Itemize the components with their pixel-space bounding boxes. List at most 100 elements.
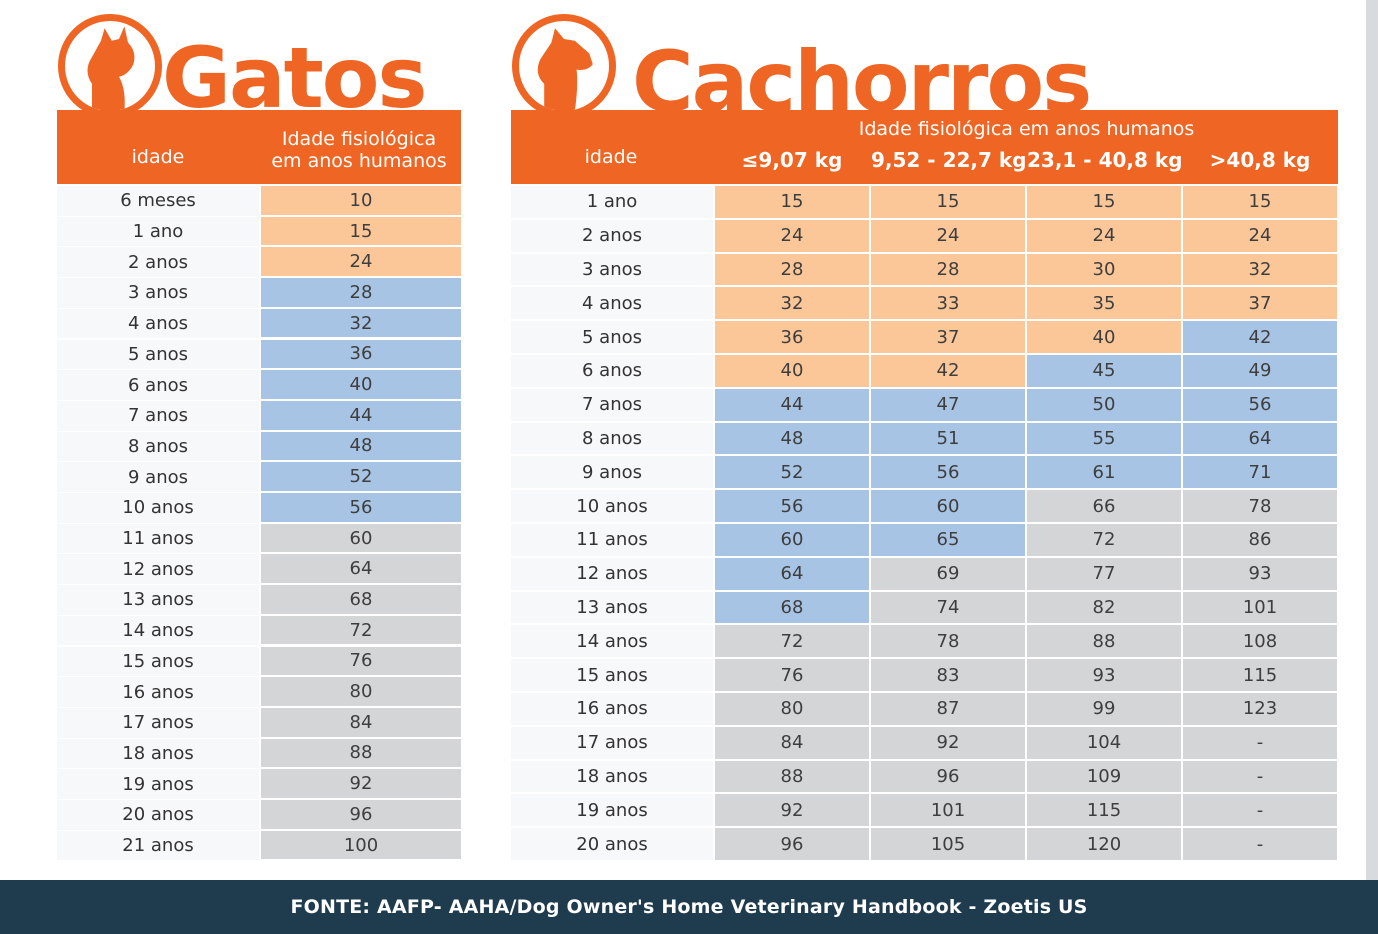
cats-physio-value: 84 xyxy=(261,707,461,737)
cats-physio-value: 28 xyxy=(261,278,461,307)
dogs-physio-value: - xyxy=(1183,828,1337,860)
dogs-physio-value: 80 xyxy=(715,693,869,725)
cats-age-label: 11 anos xyxy=(57,523,259,554)
cats-physio-value: 88 xyxy=(261,738,461,768)
dogs-physio-value: 28 xyxy=(871,253,1025,286)
dogs-table-header: idade Idade fisiológica em anos humanos … xyxy=(511,110,1338,184)
dogs-physio-value: 40 xyxy=(1027,321,1181,353)
cats-physio-value: 15 xyxy=(261,216,461,246)
dogs-physio-value: 32 xyxy=(715,287,869,320)
cats-physio-header-line2: em anos humanos xyxy=(271,150,447,172)
dogs-physio-value: 72 xyxy=(1027,524,1181,556)
dog-logo-icon xyxy=(512,14,616,118)
cats-age-label: 14 anos xyxy=(57,615,259,646)
dogs-physio-value: 87 xyxy=(871,693,1025,725)
dogs-physio-value: 56 xyxy=(871,456,1025,489)
dogs-physio-value: 35 xyxy=(1027,287,1181,320)
dogs-age-label: 17 anos xyxy=(511,726,713,759)
cats-age-label: 21 anos xyxy=(57,830,259,861)
dogs-physio-value: 47 xyxy=(871,388,1025,421)
cats-physio-value: 32 xyxy=(261,308,461,338)
dogs-physio-value: 78 xyxy=(871,625,1025,658)
dogs-physio-value: 55 xyxy=(1027,422,1181,455)
cats-physio-value: 92 xyxy=(261,769,461,798)
dogs-physio-value: 15 xyxy=(871,186,1025,218)
dogs-physio-value: 56 xyxy=(1183,388,1337,421)
dogs-physio-value: 32 xyxy=(1183,253,1337,286)
dogs-physio-value: 92 xyxy=(871,726,1025,759)
dogs-physio-value: 24 xyxy=(715,219,869,252)
cats-physio-value: 100 xyxy=(261,830,461,860)
dogs-physio-value: - xyxy=(1183,726,1337,759)
cats-age-label: 8 anos xyxy=(57,431,259,462)
dogs-physio-value: 44 xyxy=(715,388,869,421)
cat-logo-icon xyxy=(58,14,162,118)
dogs-physio-value: 37 xyxy=(871,321,1025,353)
cats-physio-value: 40 xyxy=(261,370,461,399)
dogs-age-label: 18 anos xyxy=(511,760,713,793)
cats-age-label: 19 anos xyxy=(57,769,259,799)
cats-physio-value: 52 xyxy=(261,462,461,491)
cats-age-label: 2 anos xyxy=(57,247,259,278)
dogs-physio-value: 72 xyxy=(715,625,869,658)
dogs-physio-value: 105 xyxy=(871,828,1025,860)
dogs-weight-header-1: ≤9,07 kg xyxy=(741,148,843,172)
dogs-age-label: 4 anos xyxy=(511,287,713,320)
dogs-physio-value: 48 xyxy=(715,422,869,455)
cats-physio-value: 64 xyxy=(261,554,461,584)
dogs-physio-value: 15 xyxy=(1027,186,1181,218)
dogs-age-label: 12 anos xyxy=(511,557,713,590)
dogs-age-label: 9 anos xyxy=(511,456,713,489)
dogs-physio-value: 68 xyxy=(715,591,869,624)
dogs-physio-value: 45 xyxy=(1027,355,1181,387)
cats-age-label: 20 anos xyxy=(57,800,259,830)
cats-physio-value: 10 xyxy=(261,186,461,215)
cats-age-label: 16 anos xyxy=(57,677,259,707)
cats-age-label: 10 anos xyxy=(57,493,259,523)
dogs-age-label: 2 anos xyxy=(511,219,713,252)
cats-physio-value: 76 xyxy=(261,646,461,676)
dogs-weight-header-3: 23,1 - 40,8 kg xyxy=(1027,148,1183,172)
cats-age-label: 18 anos xyxy=(57,738,259,769)
dogs-physio-value: 66 xyxy=(1027,490,1181,522)
dogs-physio-value: 52 xyxy=(715,456,869,489)
dogs-physio-value: 49 xyxy=(1183,355,1337,387)
cats-physio-value: 72 xyxy=(261,615,461,645)
dogs-physio-value: 64 xyxy=(1183,422,1337,455)
cats-physio-value: 96 xyxy=(261,800,461,829)
dogs-physio-value: 60 xyxy=(871,490,1025,522)
dogs-physio-value: 64 xyxy=(715,557,869,590)
dogs-age-label: 10 anos xyxy=(511,490,713,522)
dogs-physio-value: 92 xyxy=(715,794,869,827)
cats-age-label: 17 anos xyxy=(57,707,259,738)
dogs-age-label: 3 anos xyxy=(511,253,713,286)
right-edge-strip xyxy=(1366,0,1378,880)
dogs-physio-value: 86 xyxy=(1183,524,1337,556)
cats-age-label: 1 ano xyxy=(57,216,259,247)
dogs-weight-header-2: 9,52 - 22,7 kg xyxy=(871,148,1027,172)
dogs-physio-value: 123 xyxy=(1183,693,1337,725)
cats-physio-header: Idade fisiológica xyxy=(281,128,437,150)
dogs-age-label: 11 anos xyxy=(511,524,713,556)
dogs-physio-value: 15 xyxy=(715,186,869,218)
dogs-physio-value: 93 xyxy=(1183,557,1337,590)
dogs-physio-value: 78 xyxy=(1183,490,1337,522)
dogs-physio-value: 88 xyxy=(715,760,869,793)
dogs-age-label: 8 anos xyxy=(511,422,713,455)
cats-title: Gatos xyxy=(162,36,426,110)
dogs-physio-value: 120 xyxy=(1027,828,1181,860)
dogs-title: Cachorros xyxy=(632,40,1091,110)
cats-physio-value: 60 xyxy=(261,523,461,553)
dogs-physio-value: 104 xyxy=(1027,726,1181,759)
dogs-physio-value: 71 xyxy=(1183,456,1337,489)
infographic-panel: Gatos Cachorros idade Idade fisiológica … xyxy=(0,0,1366,880)
dogs-physio-value: 69 xyxy=(871,557,1025,590)
cats-physio-value: 36 xyxy=(261,339,461,369)
dogs-physio-value: 74 xyxy=(871,591,1025,624)
cats-physio-value: 24 xyxy=(261,247,461,277)
dogs-physio-value: 61 xyxy=(1027,456,1181,489)
dogs-physio-value: - xyxy=(1183,760,1337,793)
dogs-age-label: 20 anos xyxy=(511,828,713,860)
cats-age-header: idade xyxy=(131,146,185,168)
cats-age-label: 3 anos xyxy=(57,278,259,308)
